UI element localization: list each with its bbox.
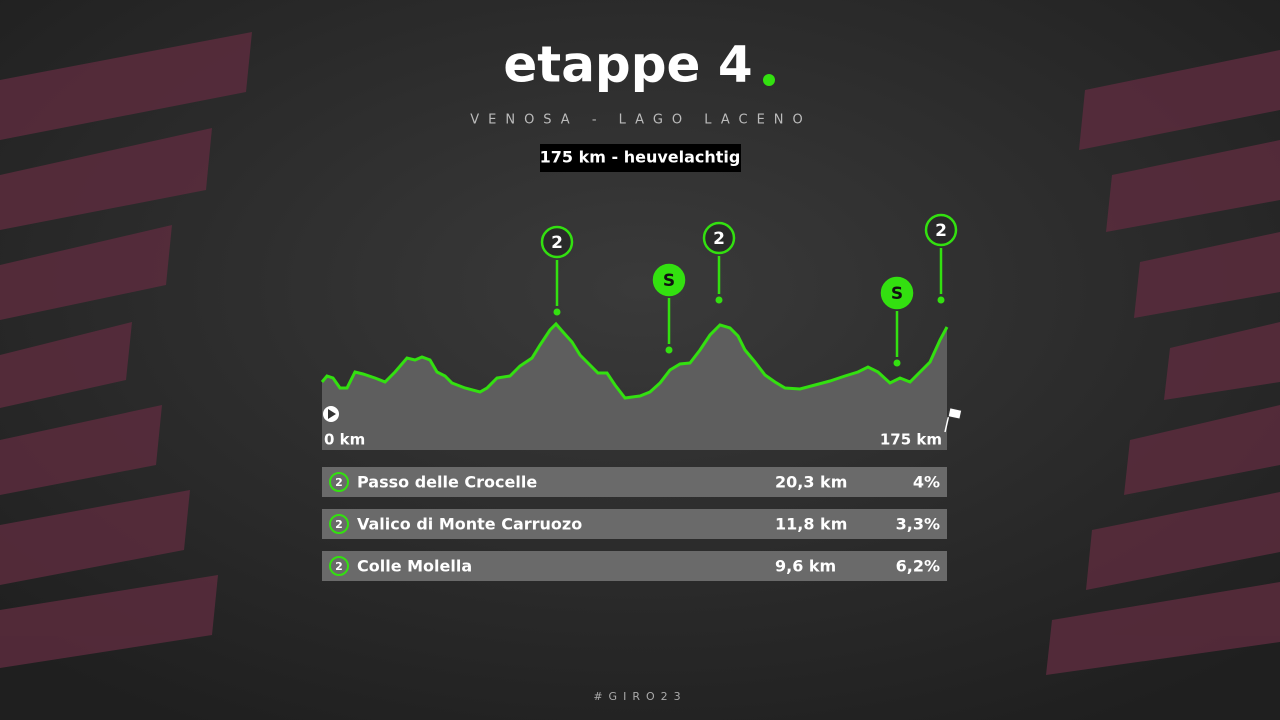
climb-category: 2	[335, 518, 343, 531]
climb-gradient: 6,2%	[896, 557, 940, 576]
climb-length: 9,6 km	[775, 557, 836, 576]
marker-label: S	[891, 284, 903, 304]
climb-row	[322, 551, 947, 581]
marker-label: 2	[713, 229, 725, 249]
info: 175 km - heuvelachtig	[540, 148, 741, 167]
marker-badge	[652, 263, 686, 297]
start-icon-arrow	[328, 409, 336, 419]
stripes-right	[1046, 50, 1280, 675]
profile-line	[320, 321, 949, 400]
marker-label: 2	[551, 233, 563, 253]
climbs-table: 2 Passo delle Crocelle 20,3 km 4% 2 Valico di…	[322, 467, 947, 581]
climb-badge	[329, 556, 349, 576]
climb-row	[322, 509, 947, 539]
marker-badge	[880, 276, 914, 310]
marker-dot	[715, 296, 723, 304]
climb-length: 11,8 km	[775, 515, 847, 534]
climb-name: Colle Molella	[357, 557, 472, 576]
climb-category: 2	[335, 476, 343, 489]
climb-badge	[329, 514, 349, 534]
climb-name: Valico di Monte Carruozo	[357, 515, 582, 534]
climb-gradient: 3,3%	[896, 515, 940, 534]
route: VENOSA - LAGO LACENO	[470, 113, 812, 128]
marker-badge	[540, 225, 574, 259]
footer: #GIRO23	[593, 690, 686, 703]
climb-gradient: 4%	[913, 473, 940, 492]
climb-badge	[329, 472, 349, 492]
title: etappe 4	[503, 36, 752, 94]
end-label: 175 km	[880, 431, 942, 449]
climb-length: 20,3 km	[775, 473, 847, 492]
stripes-left	[0, 32, 252, 668]
marker-dot	[893, 359, 901, 367]
marker-badge	[702, 221, 736, 255]
start-label: 0 km	[324, 431, 365, 449]
marker-badge	[924, 213, 958, 247]
marker-label: S	[663, 271, 675, 291]
marker-label: 2	[935, 221, 947, 241]
markers: 2 S 2 S 2	[540, 213, 958, 367]
marker-dot	[665, 346, 673, 354]
profile-area	[322, 324, 947, 450]
finish-flag	[947, 407, 963, 420]
title-dot	[763, 74, 775, 86]
marker-dot	[553, 308, 561, 316]
climb-row	[322, 467, 947, 497]
marker-dot	[937, 296, 945, 304]
climb-category: 2	[335, 560, 343, 573]
climb-name: Passo delle Crocelle	[357, 473, 537, 492]
info-box	[540, 144, 741, 172]
